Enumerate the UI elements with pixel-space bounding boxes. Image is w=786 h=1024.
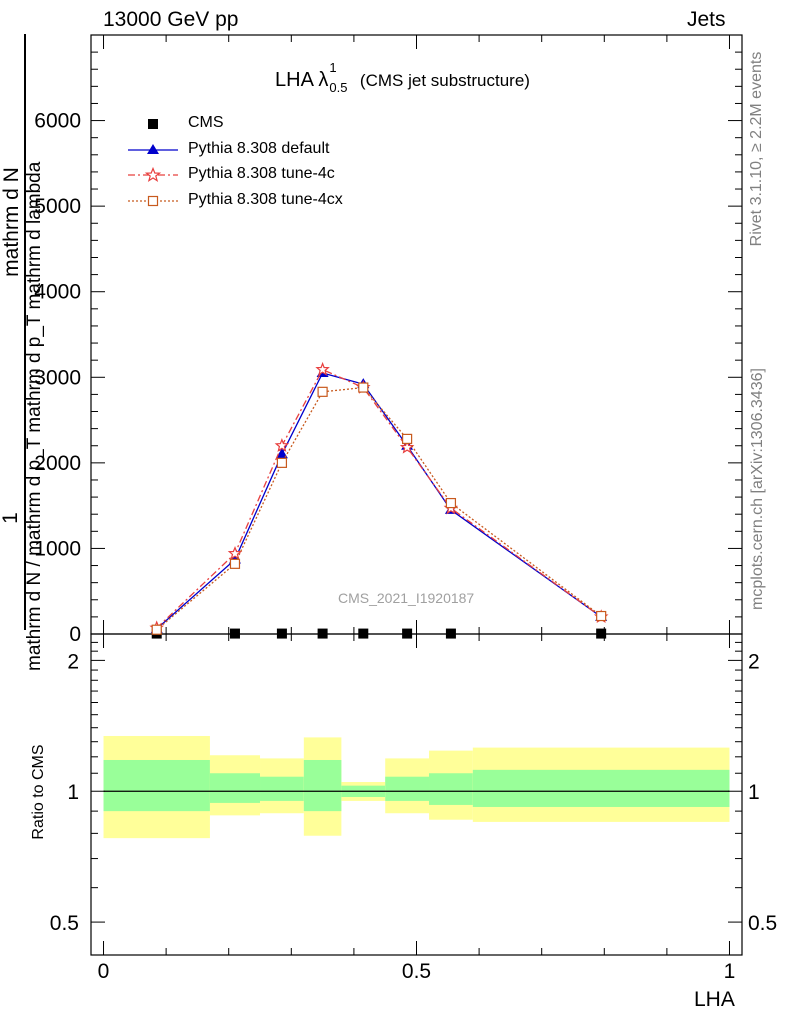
series-2-point-2 bbox=[274, 438, 290, 452]
main-frame bbox=[90, 34, 743, 635]
legend-item-cms: CMS bbox=[120, 112, 380, 136]
ylabel-main: 1 mathrm d N / mathrm d p_T mathrm d p_T… bbox=[0, 30, 62, 671]
xtick-label-0.5: 0.5 bbox=[402, 960, 431, 983]
main-ytick-label-1000: 1000 bbox=[34, 537, 81, 560]
ratio-band-inner-1 bbox=[209, 773, 261, 803]
ratio-band-inner-3 bbox=[303, 759, 342, 812]
series-0-point-2 bbox=[276, 628, 287, 639]
main-ytick-label-5000: 5000 bbox=[34, 195, 81, 218]
ratio-band-inner-2 bbox=[260, 776, 304, 801]
series-0-point-3 bbox=[317, 628, 328, 639]
main-ytick-label-4000: 4000 bbox=[34, 281, 81, 304]
series-2-point-1 bbox=[227, 545, 243, 560]
series-0-point-1 bbox=[229, 628, 240, 639]
ratio-ytick-label-right-2: 2 bbox=[748, 650, 760, 673]
series-3-point-6 bbox=[445, 497, 457, 509]
series-line-2 bbox=[156, 368, 602, 629]
main-ytick-label-0: 0 bbox=[69, 623, 81, 646]
ratio-ytick-label-left-0.5: 0.5 bbox=[50, 912, 79, 935]
xtick-label-1: 1 bbox=[724, 960, 736, 983]
legend-tune4c-label: Pythia 8.308 tune-4c bbox=[188, 165, 335, 182]
legend-cms-marker bbox=[148, 119, 158, 129]
main-ytick-label-6000: 6000 bbox=[34, 110, 81, 133]
series-3-point-7 bbox=[596, 610, 607, 622]
legend-default-label: Pythia 8.308 default bbox=[188, 140, 330, 157]
series-3-point-3 bbox=[317, 386, 328, 397]
analysis-watermark: CMS_2021_I1920187 bbox=[338, 590, 475, 606]
series-2-point-5 bbox=[399, 439, 415, 454]
series-3-point-2 bbox=[276, 457, 288, 468]
plot-title-sub: 0.5 bbox=[329, 80, 348, 95]
series-0-point-6 bbox=[445, 628, 456, 639]
series-0-point-4 bbox=[358, 628, 369, 639]
main-ytick-label-2000: 2000 bbox=[34, 452, 81, 475]
series-3-point-5 bbox=[402, 433, 413, 444]
ratio-band-inner-0 bbox=[103, 759, 210, 812]
ratio-ytick-label-right-0.5: 0.5 bbox=[748, 912, 777, 935]
legend-item-tune4cx: Pythia 8.308 tune-4cx bbox=[120, 189, 380, 213]
series-1-point-2 bbox=[275, 448, 288, 459]
ratio-ytick-label-left-2: 2 bbox=[67, 650, 79, 673]
series-2-point-3 bbox=[315, 361, 330, 376]
ylabel-fraction-bar bbox=[24, 34, 26, 630]
series-3-point-1 bbox=[229, 558, 241, 569]
legend-cms-label: CMS bbox=[188, 114, 224, 131]
ratio-ytick-label-left-1: 1 bbox=[67, 781, 79, 804]
legend-tune4cx-swatch bbox=[128, 195, 178, 207]
ratio-band-inner-6 bbox=[429, 773, 473, 805]
ratio-band-inner-5 bbox=[385, 776, 430, 801]
legend: CMS Pythia 8.308 default Pythia 8.308 tu… bbox=[120, 112, 380, 222]
ratio-ytick-label-right-1: 1 bbox=[748, 781, 760, 804]
plot-title: LHA λ 1 0.5 (CMS jet substructure) bbox=[275, 60, 530, 95]
series-0-point-7 bbox=[596, 628, 607, 639]
series-3-point-4 bbox=[358, 382, 369, 393]
jets-label: Jets bbox=[687, 8, 726, 31]
xtick-label-0: 0 bbox=[98, 960, 110, 983]
legend-item-tune4c: Pythia 8.308 tune-4c bbox=[120, 163, 380, 187]
series-line-1 bbox=[156, 372, 602, 630]
legend-tune4cx-label: Pythia 8.308 tune-4cx bbox=[188, 191, 343, 208]
series-0-point-5 bbox=[402, 628, 413, 639]
plot-title-tail: (CMS jet substructure) bbox=[359, 71, 530, 90]
plot-title-sup: 1 bbox=[329, 60, 337, 75]
ratio-band-inner-7 bbox=[472, 769, 730, 807]
xlabel: LHA bbox=[694, 988, 735, 1011]
main-ytick-label-3000: 3000 bbox=[34, 366, 81, 389]
legend-default-swatch bbox=[128, 144, 178, 154]
series-line-3 bbox=[156, 386, 602, 631]
legend-tune4c-swatch bbox=[128, 166, 178, 182]
plot-title-main: LHA λ bbox=[275, 69, 329, 91]
series-3-point-0 bbox=[151, 624, 162, 635]
energy-label: 13000 GeV pp bbox=[103, 8, 239, 31]
legend-item-default: Pythia 8.308 default bbox=[120, 138, 380, 162]
